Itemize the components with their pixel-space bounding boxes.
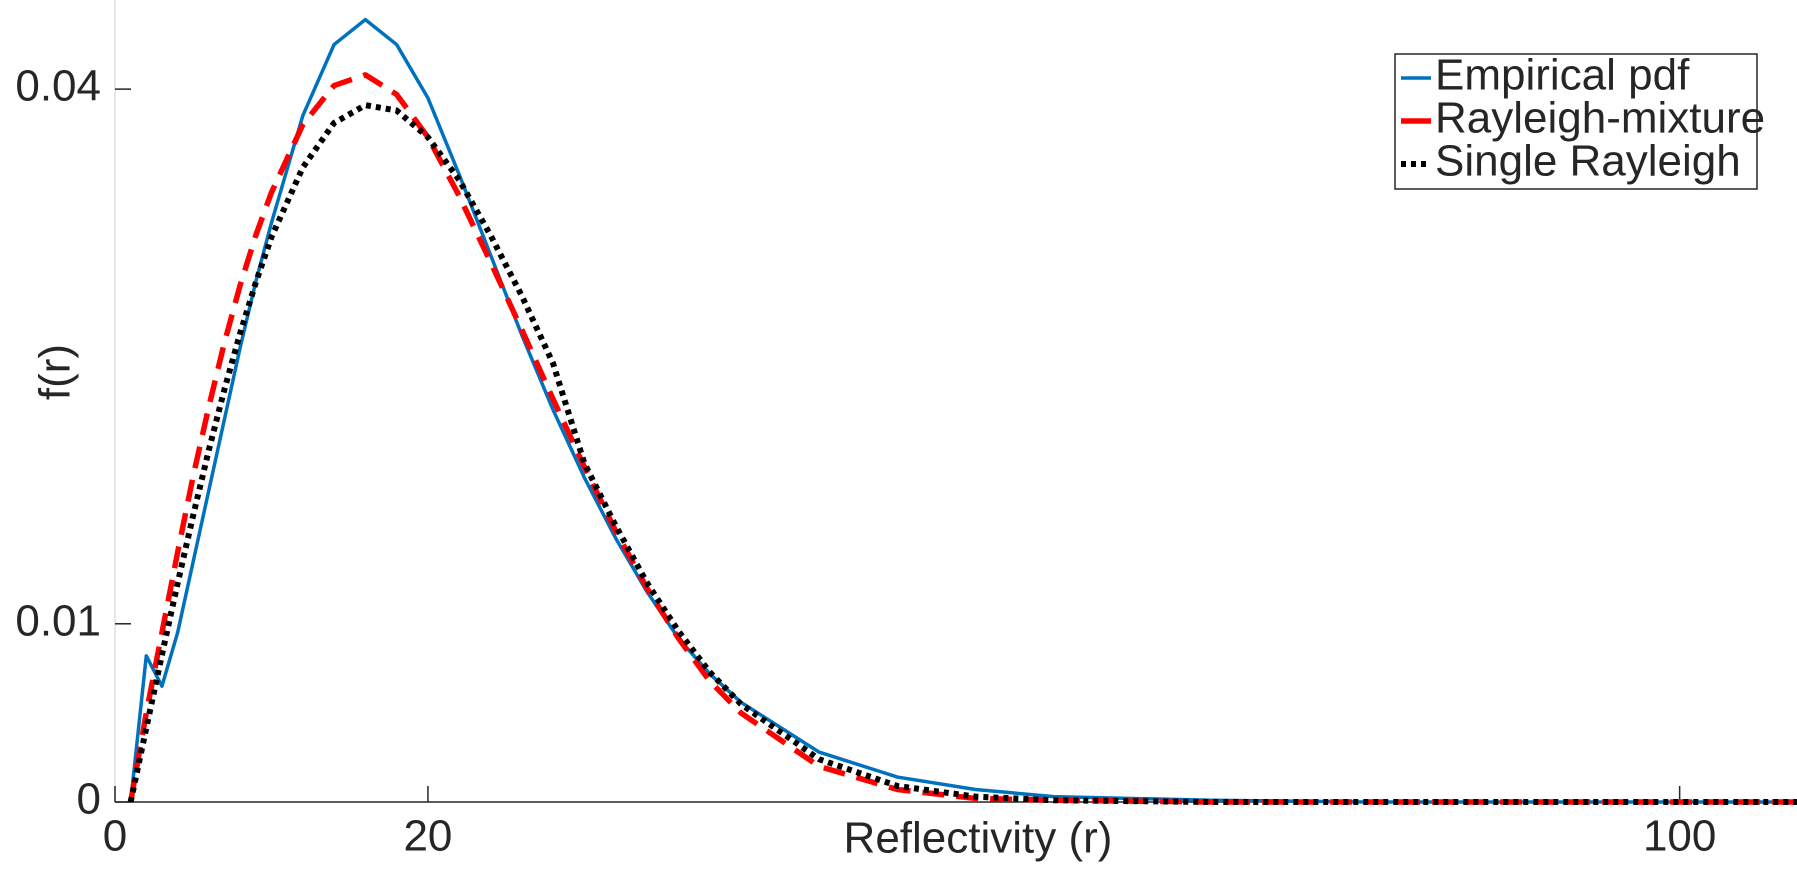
y-axis-label: f(r) [31, 344, 80, 400]
y-tick-label: 0 [77, 775, 101, 824]
x-axis-label: Reflectivity (r) [844, 814, 1113, 863]
legend-label: Single Rayleigh [1435, 137, 1741, 186]
x-tick-label: 20 [403, 812, 452, 861]
legend-label: Rayleigh-mixture [1435, 94, 1765, 143]
y-tick-label: 0.01 [15, 596, 101, 645]
x-tick-label: 0 [103, 812, 127, 861]
legend-label: Empirical pdf [1435, 51, 1690, 100]
x-tick-label: 100 [1643, 812, 1716, 861]
y-tick-label: 0.04 [15, 62, 101, 111]
legend-box [1394, 53, 1758, 190]
series-line [128, 17, 1797, 804]
series-line [127, 102, 1797, 805]
series-line [127, 72, 1797, 805]
